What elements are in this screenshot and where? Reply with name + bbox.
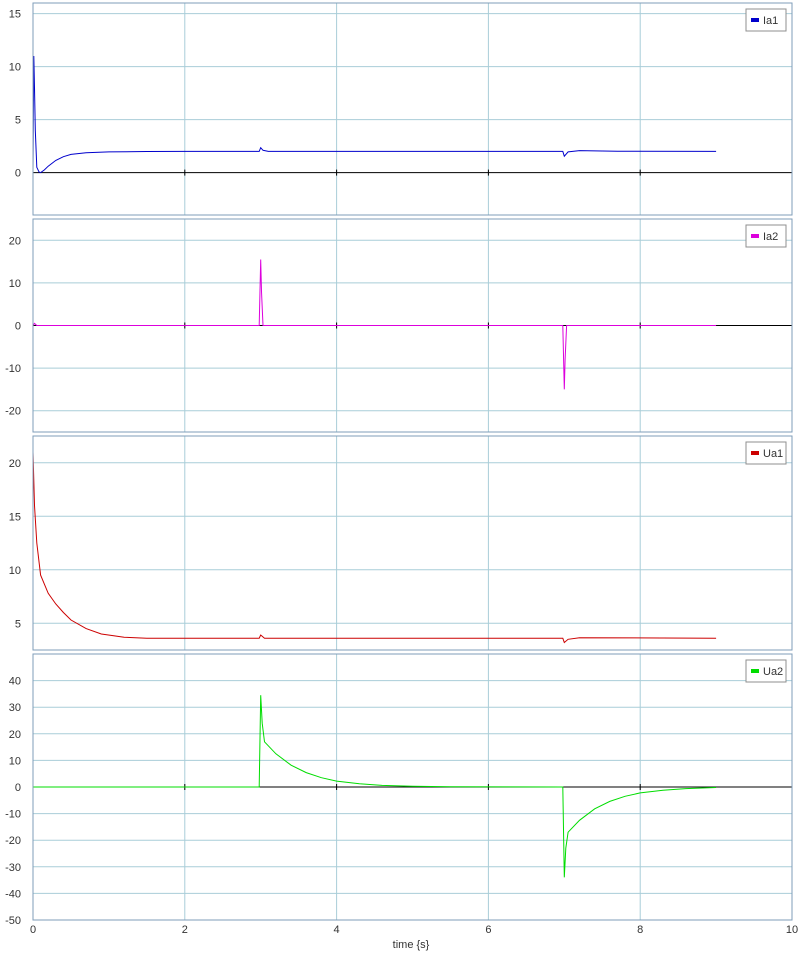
y-tick-label: 0 xyxy=(15,321,21,333)
legend-swatch xyxy=(751,18,759,22)
legend: Ia1 xyxy=(745,8,787,32)
legend: Ua2 xyxy=(745,659,787,683)
legend-box xyxy=(745,441,787,465)
y-tick-label: 0 xyxy=(15,168,21,180)
y-tick-label: 20 xyxy=(9,235,21,247)
x-tick-label: 8 xyxy=(637,924,643,936)
panel-ia2: -20 -10 0 10 20 Ia2 xyxy=(5,218,793,433)
legend-label: Ua2 xyxy=(763,666,783,678)
series-line-ia1 xyxy=(32,55,717,174)
y-tick-label: -30 xyxy=(5,862,21,874)
plot-frame xyxy=(32,435,793,651)
y-tick-label: 10 xyxy=(9,565,21,577)
y-tick-label: 15 xyxy=(9,511,21,523)
x-tick-label: 6 xyxy=(485,924,491,936)
legend-box xyxy=(745,659,787,683)
y-tick-label: -50 xyxy=(5,915,21,927)
legend-box xyxy=(745,224,787,248)
legend-swatch xyxy=(751,234,759,238)
series-line-ia2 xyxy=(32,259,717,390)
legend-label: Ia1 xyxy=(763,15,778,27)
legend-label: Ua1 xyxy=(763,448,783,460)
legend-box xyxy=(745,8,787,32)
x-tick-label: 2 xyxy=(182,924,188,936)
y-tick-label: -20 xyxy=(5,835,21,847)
legend: Ia2 xyxy=(745,224,787,248)
x-tick-label: 4 xyxy=(334,924,340,936)
plot-area xyxy=(33,436,792,650)
plot-frame xyxy=(32,653,793,921)
panel-ua1: 5 10 15 20 Ua1 xyxy=(9,435,793,651)
y-tick-label: -10 xyxy=(5,809,21,821)
plot-frame xyxy=(32,218,793,433)
y-tick-label: 20 xyxy=(9,729,21,741)
legend: Ua1 xyxy=(745,441,787,465)
y-tick-label: -40 xyxy=(5,888,21,900)
panel-ia1: 0 5 10 15 Ia1 xyxy=(9,2,793,216)
plot-frame xyxy=(32,2,793,216)
y-tick-label: 40 xyxy=(9,676,21,688)
y-tick-label: -20 xyxy=(5,406,21,418)
legend-swatch xyxy=(751,451,759,455)
panel-ua2: -50 -40 -30 -20 -10 0 10 20 30 40 Ua2 xyxy=(5,653,793,927)
y-tick-label: 5 xyxy=(15,618,21,630)
x-tick-label: 0 xyxy=(30,924,36,936)
y-tick-label: 20 xyxy=(9,458,21,470)
y-tick-label: 5 xyxy=(15,115,21,127)
y-tick-label: 15 xyxy=(9,9,21,21)
y-tick-label: 10 xyxy=(9,755,21,767)
series-line-ua2 xyxy=(33,695,717,878)
y-tick-label: 0 xyxy=(15,782,21,794)
y-tick-label: -10 xyxy=(5,363,21,375)
series-line-ua1 xyxy=(32,451,717,644)
legend-swatch xyxy=(751,669,759,673)
x-tick-label: 10 xyxy=(786,924,798,936)
plot-area xyxy=(33,3,792,215)
legend-label: Ia2 xyxy=(763,231,778,243)
y-tick-label: 10 xyxy=(9,62,21,74)
y-tick-label: 10 xyxy=(9,278,21,290)
y-tick-label: 30 xyxy=(9,702,21,714)
x-axis-title: time {s} xyxy=(393,939,430,951)
